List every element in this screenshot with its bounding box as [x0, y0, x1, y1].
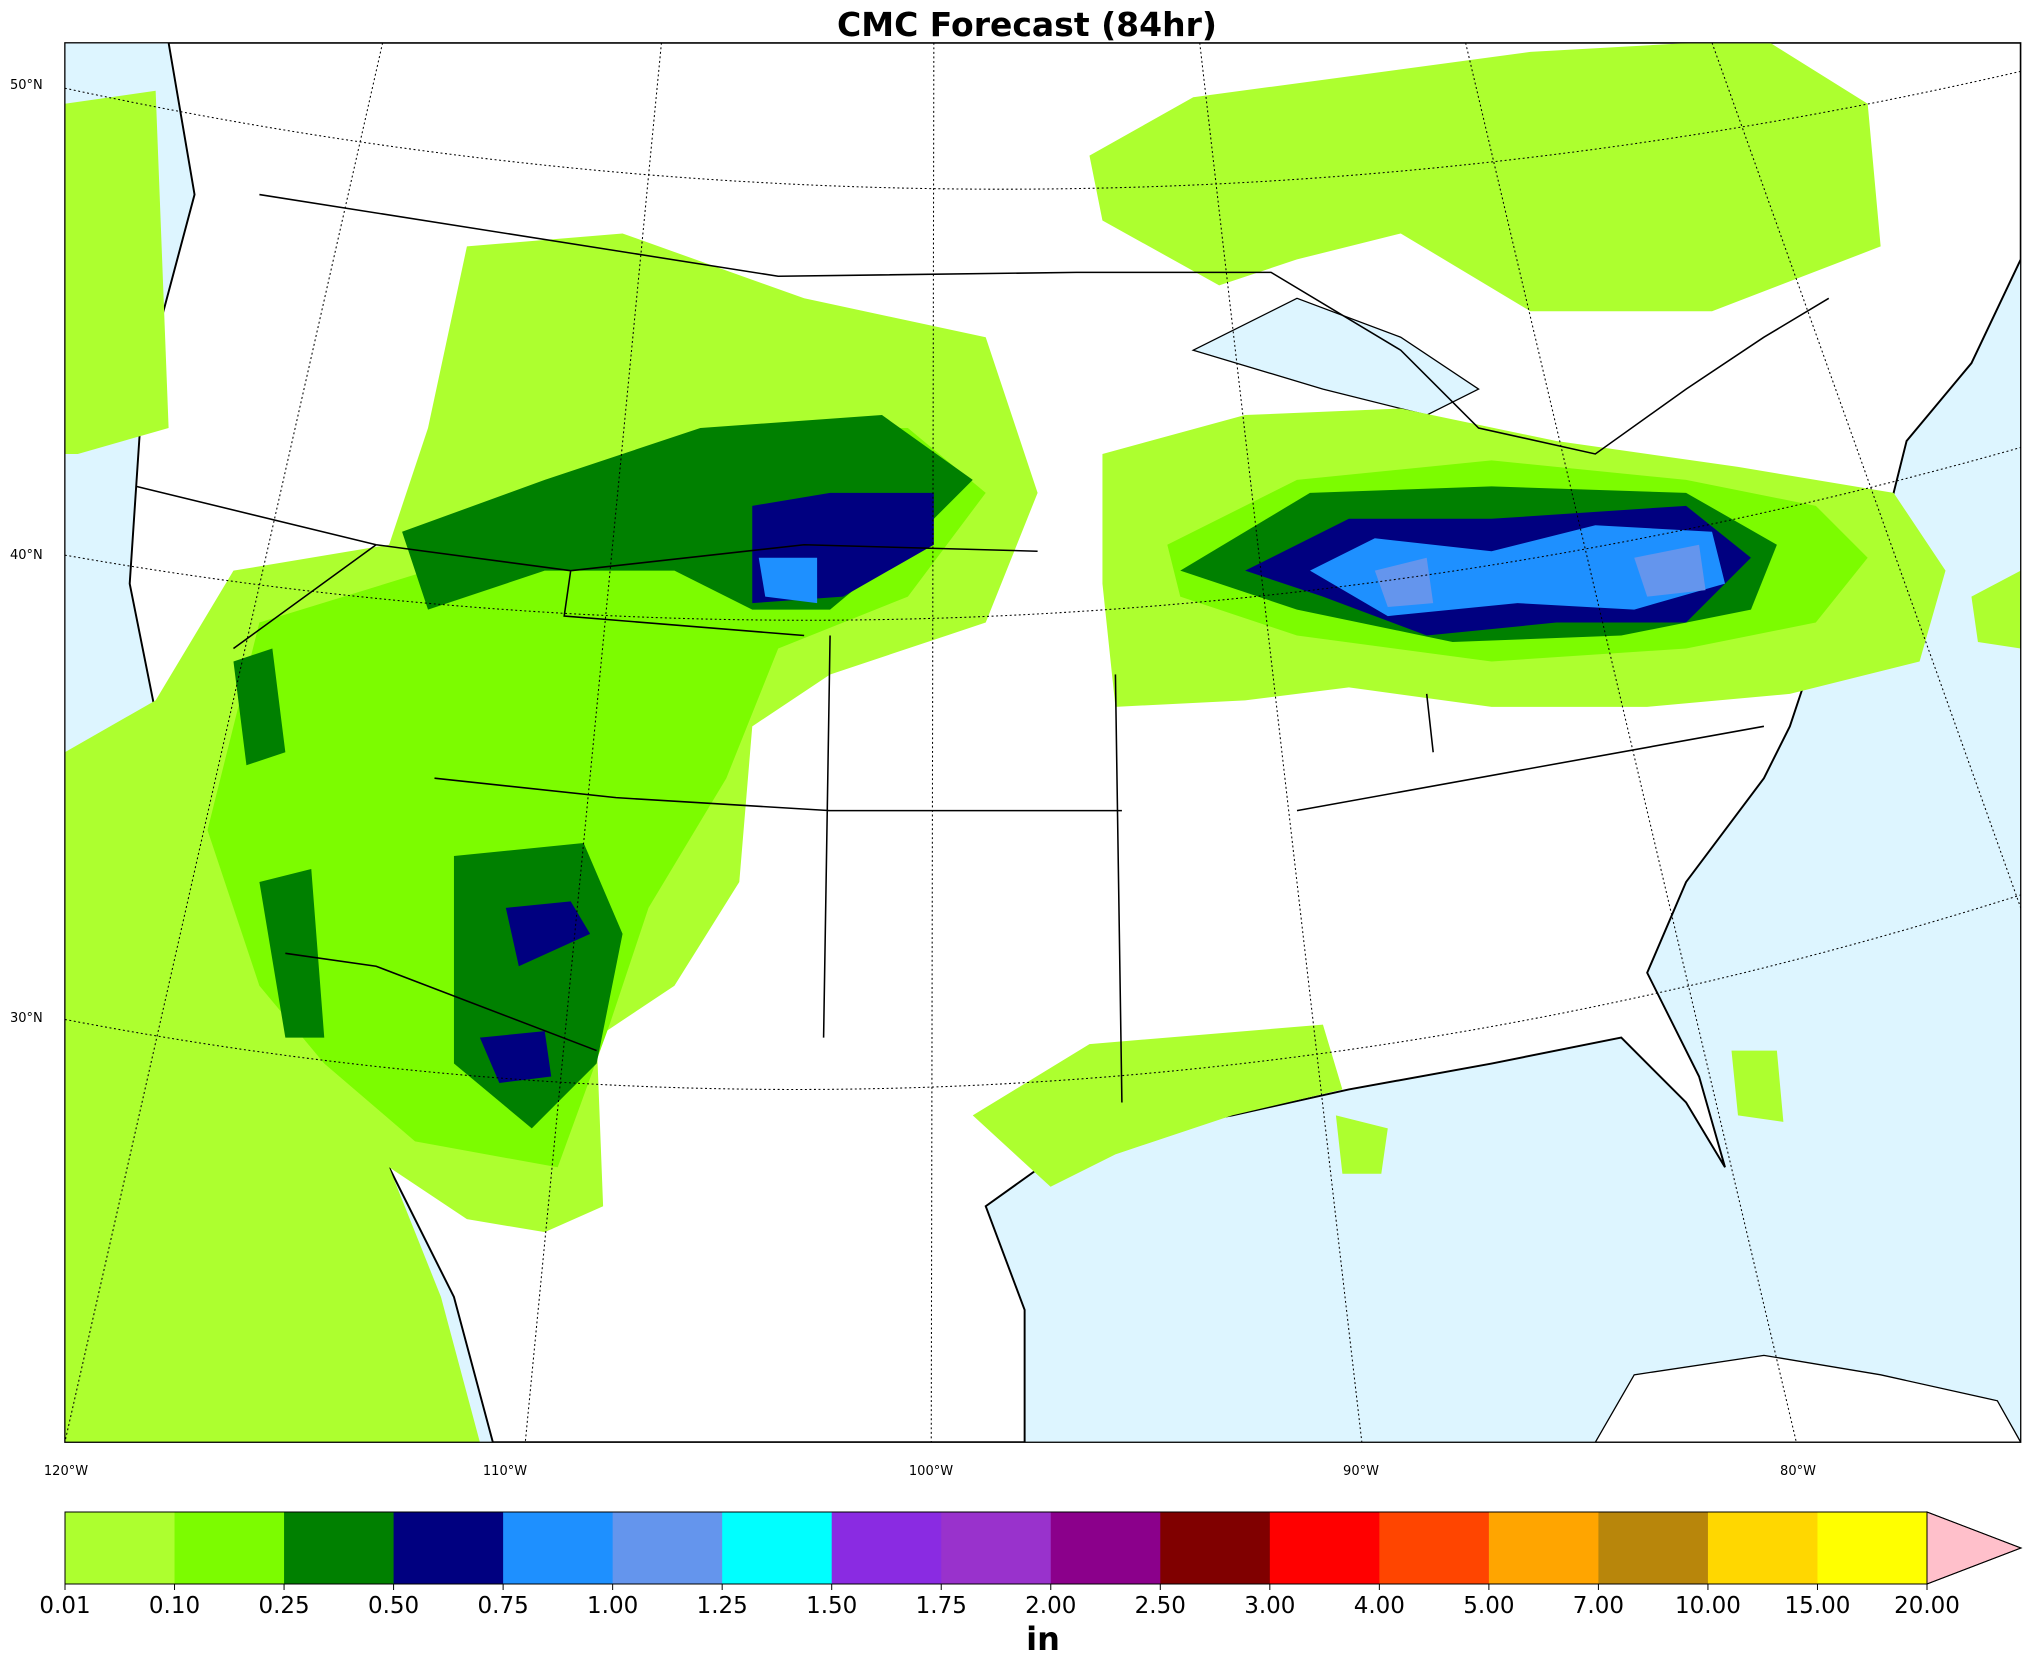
colorbar-label: 10.00 — [1675, 1593, 1741, 1619]
colorbar-label: 0.50 — [368, 1593, 419, 1619]
colorbar-bin — [1160, 1512, 1271, 1584]
colorbar-label: 5.00 — [1463, 1593, 1514, 1619]
lon-label: 120°W — [44, 1464, 88, 1479]
precip — [207, 428, 986, 1168]
colorbar-label: 15.00 — [1785, 1593, 1851, 1619]
graticule — [64, 42, 2021, 1443]
lon-label: 80°W — [1780, 1464, 1816, 1479]
lat-label: 30°N — [10, 1011, 43, 1026]
colorbar-bin — [1050, 1512, 1161, 1584]
colorbar: 0.01 0.10 0.25 0.50 0.75 1.00 1.25 1.50 1.75 2.00… — [39, 1511, 2023, 1658]
colorbar-bin — [1707, 1512, 1818, 1584]
colorbar-label: 0.10 — [149, 1593, 200, 1619]
precip — [479, 492, 934, 1083]
colorbar-outline — [64, 1511, 2023, 1585]
colorbar-bin — [722, 1512, 833, 1584]
colorbar-label: 4.00 — [1354, 1593, 1405, 1619]
colorbar-bin — [284, 1512, 395, 1584]
borders — [136, 193, 1830, 1103]
colorbar-label: 7.00 — [1573, 1593, 1624, 1619]
colorbar-label: 1.25 — [697, 1593, 748, 1619]
lon-label: 100°W — [909, 1464, 953, 1479]
lakes — [1191, 297, 1480, 416]
colorbar-label: 1.00 — [587, 1593, 638, 1619]
colorbar-label: 20.00 — [1894, 1593, 1960, 1619]
precip — [972, 1024, 1343, 1187]
colorbar-extend — [1926, 1511, 2023, 1585]
colorbar-bin — [1488, 1512, 1599, 1584]
colorbar-bin — [612, 1512, 723, 1584]
precip — [758, 557, 818, 604]
lat-label: 40°N — [10, 548, 43, 563]
colorbar-bin — [503, 1512, 614, 1584]
colorbar-bin — [1379, 1512, 1490, 1584]
precip — [1089, 42, 1881, 312]
colorbar-label: 2.50 — [1135, 1593, 1186, 1619]
colorbar-label: 0.25 — [258, 1593, 309, 1619]
title: CMC Forecast (84hr) — [837, 5, 1217, 44]
colorbar-label: 2.00 — [1025, 1593, 1076, 1619]
precip — [64, 90, 169, 454]
colorbar-unit: in — [1026, 1620, 1060, 1658]
colorbar-bin — [1598, 1512, 1709, 1584]
colorbar-label: 0.01 — [39, 1593, 90, 1619]
lon-label: 90°W — [1343, 1464, 1379, 1479]
lon-label: 110°W — [483, 1464, 527, 1479]
colorbar-bin — [65, 1512, 176, 1584]
colorbar-bin — [393, 1512, 504, 1584]
colorbar-label: 1.75 — [916, 1593, 967, 1619]
colorbar-bin — [1269, 1512, 1380, 1584]
colorbar-bin — [941, 1512, 1052, 1584]
island — [1594, 1354, 2021, 1443]
colorbar-label: 1.50 — [806, 1593, 857, 1619]
precip — [233, 648, 325, 1038]
colorbar-bin — [1817, 1512, 1928, 1584]
colorbar-bin — [174, 1512, 285, 1584]
precip — [1374, 544, 1706, 607]
colorbar-bin — [831, 1512, 942, 1584]
colorbar-label: 0.75 — [478, 1593, 529, 1619]
colorbar-label: 3.00 — [1244, 1593, 1295, 1619]
lat-label: 50°N — [10, 78, 43, 93]
map-frame — [64, 42, 2022, 1443]
map — [64, 42, 2022, 1443]
